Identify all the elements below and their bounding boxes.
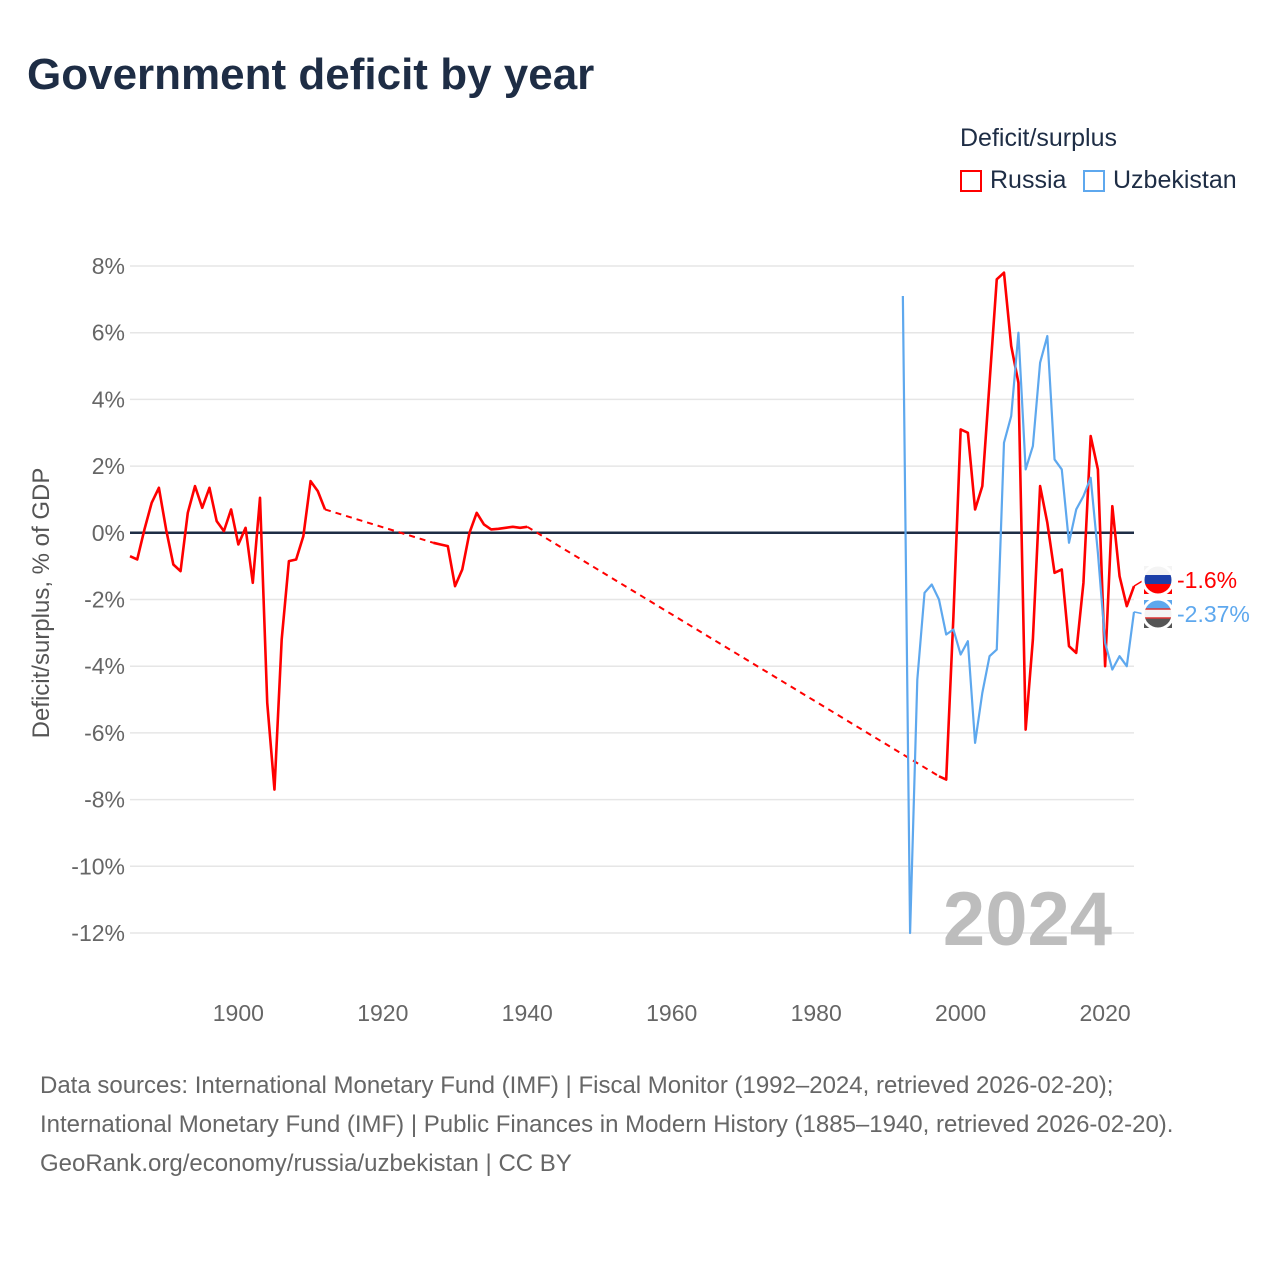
year-watermark: 2024 <box>943 877 1112 962</box>
series-gap-russia <box>526 525 940 778</box>
series-line-russia <box>433 511 528 588</box>
x-tick-label: 2020 <box>1080 1000 1131 1026</box>
legend-item-uzbekistan[interactable]: Uzbekistan <box>1083 166 1237 195</box>
flag-uzbekistan-icon <box>1144 618 1172 628</box>
y-tick-label: -6% <box>84 720 125 746</box>
series-gap-russia <box>324 508 434 544</box>
legend-label-russia: Russia <box>990 166 1067 194</box>
series-line-russia <box>938 271 1136 781</box>
x-tick-label: 1920 <box>357 1000 408 1026</box>
legend-swatch-uzbekistan <box>1083 169 1105 192</box>
x-tick-label: 1980 <box>791 1000 842 1026</box>
x-tick-label: 1960 <box>646 1000 697 1026</box>
y-tick-label: -12% <box>71 920 125 946</box>
y-tick-label: -2% <box>84 587 125 613</box>
end-value-label: -1.6% <box>1177 567 1237 593</box>
series-line-russia <box>129 479 327 791</box>
flag-russia-icon <box>1144 575 1172 584</box>
flag-uzbekistan-icon <box>1144 600 1172 609</box>
flag-ring <box>1141 597 1175 631</box>
x-tick-label: 1940 <box>502 1000 553 1026</box>
series-line-uzbekistan <box>901 296 1136 935</box>
y-tick-label: 6% <box>92 320 125 346</box>
y-tick-label: 4% <box>92 386 125 412</box>
flag-ring <box>1141 563 1175 597</box>
y-tick-label: 2% <box>92 453 125 479</box>
flag-russia-icon <box>1144 566 1172 575</box>
x-tick-label: 1900 <box>213 1000 264 1026</box>
source-link[interactable]: GeoRank.org/economy/russia/uzbekistan | … <box>40 1150 572 1177</box>
y-tick-label: -8% <box>84 787 125 813</box>
y-tick-label: -10% <box>71 853 125 879</box>
legend-item-russia[interactable]: Russia <box>960 166 1066 195</box>
end-value-label: -2.37% <box>1177 601 1250 627</box>
chart-title: Government deficit by year <box>27 50 595 99</box>
x-tick-label: 2000 <box>935 1000 986 1026</box>
data-sources: Data sources: International Monetary Fun… <box>40 1072 1174 1138</box>
y-tick-label: -4% <box>84 653 125 679</box>
legend-swatch-russia <box>960 169 982 192</box>
footer: Data sources: International Monetary Fun… <box>40 1066 1240 1183</box>
y-tick-label: 0% <box>92 520 125 546</box>
flag-russia-icon <box>1144 584 1172 594</box>
legend-title: Deficit/surplus <box>960 124 1117 152</box>
y-tick-label: 8% <box>92 253 125 279</box>
flag-uzbekistan-icon <box>1144 609 1172 618</box>
legend-label-uzbekistan: Uzbekistan <box>1113 166 1237 194</box>
